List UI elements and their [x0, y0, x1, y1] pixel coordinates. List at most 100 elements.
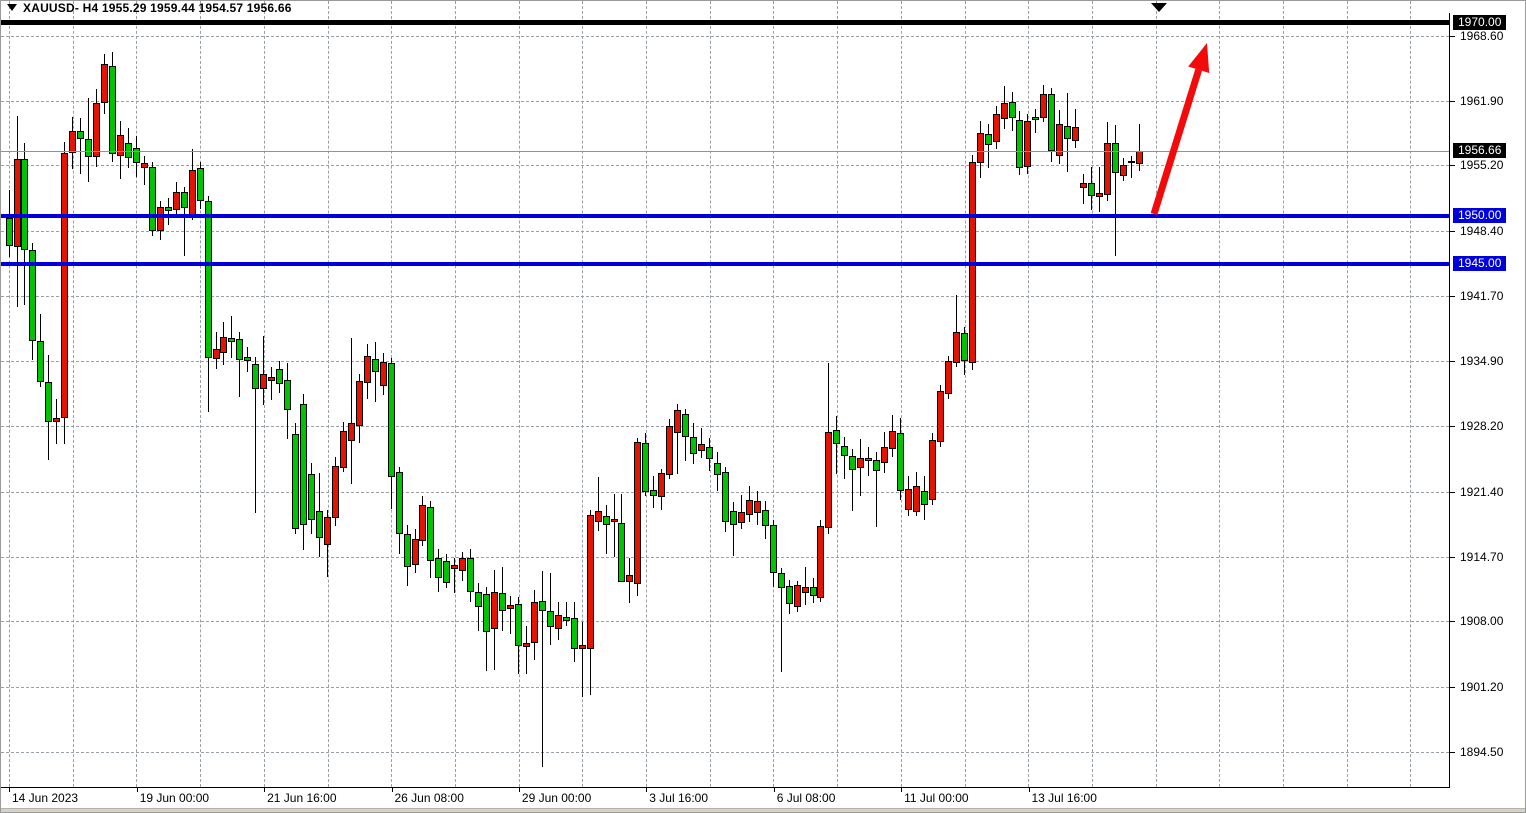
price-label: 1908.00	[1460, 614, 1504, 629]
chart-plot-area[interactable]	[1, 1, 1449, 787]
candle-body	[124, 143, 132, 158]
date-label: 11 Jul 00:00	[904, 791, 969, 805]
candle-body	[857, 458, 865, 468]
h-gridline	[1, 426, 1449, 428]
candle-wick	[231, 316, 233, 358]
candle-body	[944, 361, 952, 395]
price-axis[interactable]: 1968.60 1961.90 1955.20 1948.40 1941.70 1934.…	[1450, 1, 1525, 787]
price-label: 1968.60	[1460, 29, 1504, 43]
date-label: 29 Jun 00:00	[521, 791, 592, 805]
candle-body	[777, 572, 785, 589]
candle-wick	[597, 477, 599, 532]
resistance-line-1950[interactable]	[1, 213, 1449, 218]
v-gridline	[200, 1, 202, 787]
price-axis-tick	[1450, 100, 1455, 102]
candle-body	[801, 587, 809, 594]
candle-body	[347, 423, 355, 441]
candle-body	[1096, 193, 1103, 198]
candle-wick	[374, 342, 376, 402]
candle-body	[13, 158, 21, 248]
h-gridline	[1, 100, 1449, 102]
black-line-1970-label: 1970.00	[1453, 14, 1507, 30]
candle-body	[204, 201, 212, 359]
v-gridline	[263, 1, 265, 787]
candle-body	[467, 558, 475, 593]
h-gridline	[1, 621, 1449, 623]
date-label: 13 Jul 16:00	[1031, 791, 1097, 805]
candle-body	[936, 391, 944, 443]
candle-body	[721, 471, 729, 522]
candle-wick	[987, 123, 989, 169]
candle-body	[475, 592, 483, 607]
price-axis-tick	[1450, 361, 1455, 363]
candle-body	[1072, 126, 1080, 142]
candle-body	[928, 439, 936, 501]
price-label: 1921.40	[1460, 484, 1504, 499]
candle-wick	[701, 428, 702, 458]
candle-body	[1127, 160, 1135, 164]
h-gridline	[1, 686, 1449, 688]
candle-body	[276, 369, 284, 384]
time-axis-tick	[9, 788, 10, 792]
candle-body	[849, 456, 857, 470]
price-axis-tick	[1450, 556, 1455, 558]
candle-body	[93, 102, 101, 157]
price-label: 1941.70	[1460, 288, 1504, 303]
candle-body	[1135, 151, 1143, 165]
time-axis-tick	[264, 788, 266, 792]
v-gridline	[1155, 1, 1157, 787]
candle-body	[1056, 123, 1064, 156]
v-gridline	[964, 1, 966, 787]
candle-body	[1024, 121, 1032, 168]
time-axis-tick	[773, 788, 775, 792]
candle-body	[530, 601, 538, 644]
candle-wick	[613, 493, 615, 558]
chart-title-text: XAUUSD- H4 1955.29 1959.44 1954.57 1956.…	[23, 0, 292, 15]
candle-body	[387, 363, 395, 478]
candle-body	[1032, 117, 1040, 120]
current-price-line[interactable]	[1, 150, 1449, 152]
candle-wick	[677, 403, 679, 475]
price-axis-tick	[1450, 295, 1455, 297]
candle-body	[29, 250, 37, 342]
chart-title: XAUUSD- H4 1955.29 1959.44 1954.57 1956.…	[7, 0, 292, 15]
v-gridline	[900, 1, 902, 787]
candle-wick	[80, 118, 82, 175]
candle-body	[873, 459, 881, 472]
candle-wick	[143, 155, 145, 185]
support-line-1945[interactable]	[1, 261, 1449, 266]
price-axis-tick	[1450, 621, 1455, 623]
candle-body	[737, 512, 745, 523]
candle-body	[650, 489, 658, 496]
candle-wick	[565, 601, 567, 626]
symbol-dropdown-icon[interactable]	[7, 4, 17, 11]
v-gridline	[1028, 1, 1030, 787]
price-label: 1961.90	[1460, 93, 1504, 108]
candle-body	[1088, 182, 1096, 197]
price-axis-tick	[1450, 231, 1455, 233]
price-axis-tick	[1450, 751, 1455, 753]
candle-body	[164, 206, 172, 211]
candle-wick	[255, 356, 257, 513]
candle-body	[379, 362, 387, 387]
candle-body	[5, 217, 13, 246]
candle-body	[976, 132, 984, 164]
candle-wick	[868, 447, 870, 477]
candle-body	[761, 510, 769, 527]
candle-body	[952, 332, 960, 364]
candle-body	[690, 436, 698, 455]
candle-body	[355, 380, 363, 427]
time-axis[interactable]: 14 Jun 2023 19 Jun 00:00 21 Jun 16:00 26 Ju…	[1, 788, 1525, 808]
v-gridline	[709, 1, 711, 787]
candle-body	[499, 593, 506, 611]
trend-arrow[interactable]	[1, 1, 1449, 787]
candle-body	[825, 431, 833, 529]
candle-body	[785, 586, 793, 604]
price-label: 1928.20	[1460, 419, 1504, 434]
black-line-1970[interactable]	[1, 20, 1449, 25]
time-axis-line	[1, 787, 1450, 788]
candle-body	[371, 358, 379, 372]
candle-body	[578, 645, 586, 650]
chart-shift-marker-icon[interactable]	[1151, 3, 1167, 12]
